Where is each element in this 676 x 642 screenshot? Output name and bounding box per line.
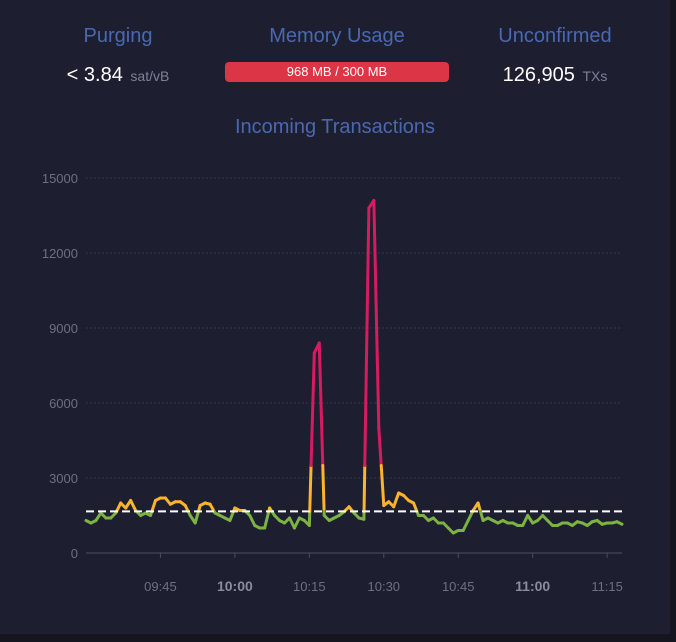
series-line-segment — [461, 519, 470, 532]
chart-title: Incoming Transactions — [234, 116, 436, 138]
series-line-segment — [129, 499, 138, 512]
unconfirmed-unit: TXs — [582, 68, 608, 84]
y-tick-label: 6000 — [49, 396, 78, 411]
x-tick-label: 09:45 — [144, 579, 177, 594]
series-line-segment — [377, 426, 383, 467]
y-tick-label: 9000 — [49, 321, 78, 336]
series-line-segment — [392, 491, 401, 509]
series-line-segment — [321, 464, 326, 513]
series-line-segment — [248, 514, 257, 527]
series-line-segment — [309, 351, 316, 467]
unconfirmed-value-row: 126,905 TXs — [480, 62, 630, 89]
series-line-segment — [292, 516, 301, 530]
x-tick-label: 10:15 — [293, 579, 326, 594]
series-line-segment — [317, 341, 325, 467]
memory-usage-title: Memory Usage — [269, 25, 405, 47]
series-line-segment — [263, 509, 271, 530]
x-tick-label: 10:00 — [217, 578, 253, 594]
series-line-segment — [466, 509, 475, 522]
purging-stat: Purging < 3.84 sat/vB — [58, 20, 178, 89]
y-tick-label: 3000 — [49, 471, 78, 486]
series-line-segment — [372, 199, 381, 430]
y-tick-label: 15000 — [42, 171, 78, 186]
series-line-segment — [150, 499, 157, 513]
series-line-segment — [615, 520, 624, 526]
series-line-segment — [193, 509, 200, 525]
purging-value-row: < 3.84 sat/vB — [58, 62, 178, 89]
unconfirmed-stat: Unconfirmed 126,905 TXs — [480, 20, 630, 89]
series-line-segment — [363, 206, 371, 467]
x-tick-label: 11:15 — [591, 579, 623, 594]
x-tick-label: 10:30 — [368, 579, 401, 594]
series-line-segment — [478, 509, 485, 522]
purging-title: Purging — [83, 25, 153, 47]
y-tick-label: 12000 — [42, 246, 78, 261]
y-tick-label: 0 — [71, 546, 78, 561]
series-line-segment — [228, 509, 236, 522]
x-tick-label: 11:00 — [515, 578, 550, 594]
series-line-segment — [521, 514, 530, 527]
series-line-segment — [362, 464, 367, 513]
series-line-segment — [379, 464, 386, 507]
window-edge-bottom — [0, 634, 676, 642]
incoming-transactions-chart: 0 3000 6000 9000 12000 15000 09:45 10:00 10:15 10… — [42, 171, 624, 594]
memory-usage-stat: Memory Usage 968 MB / 300 MB — [222, 20, 452, 82]
window-edge — [670, 0, 676, 642]
unconfirmed-value: 126,905 — [502, 64, 575, 86]
mempool-panel — [0, 0, 670, 634]
purging-value: < 3.84 — [66, 64, 123, 86]
x-tick-label: 10:45 — [442, 579, 475, 594]
unconfirmed-title: Unconfirmed — [498, 25, 612, 47]
purging-unit: sat/vB — [130, 68, 170, 84]
series-line-segment — [308, 464, 313, 513]
memory-usage-bar: 968 MB / 300 MB — [225, 62, 449, 82]
